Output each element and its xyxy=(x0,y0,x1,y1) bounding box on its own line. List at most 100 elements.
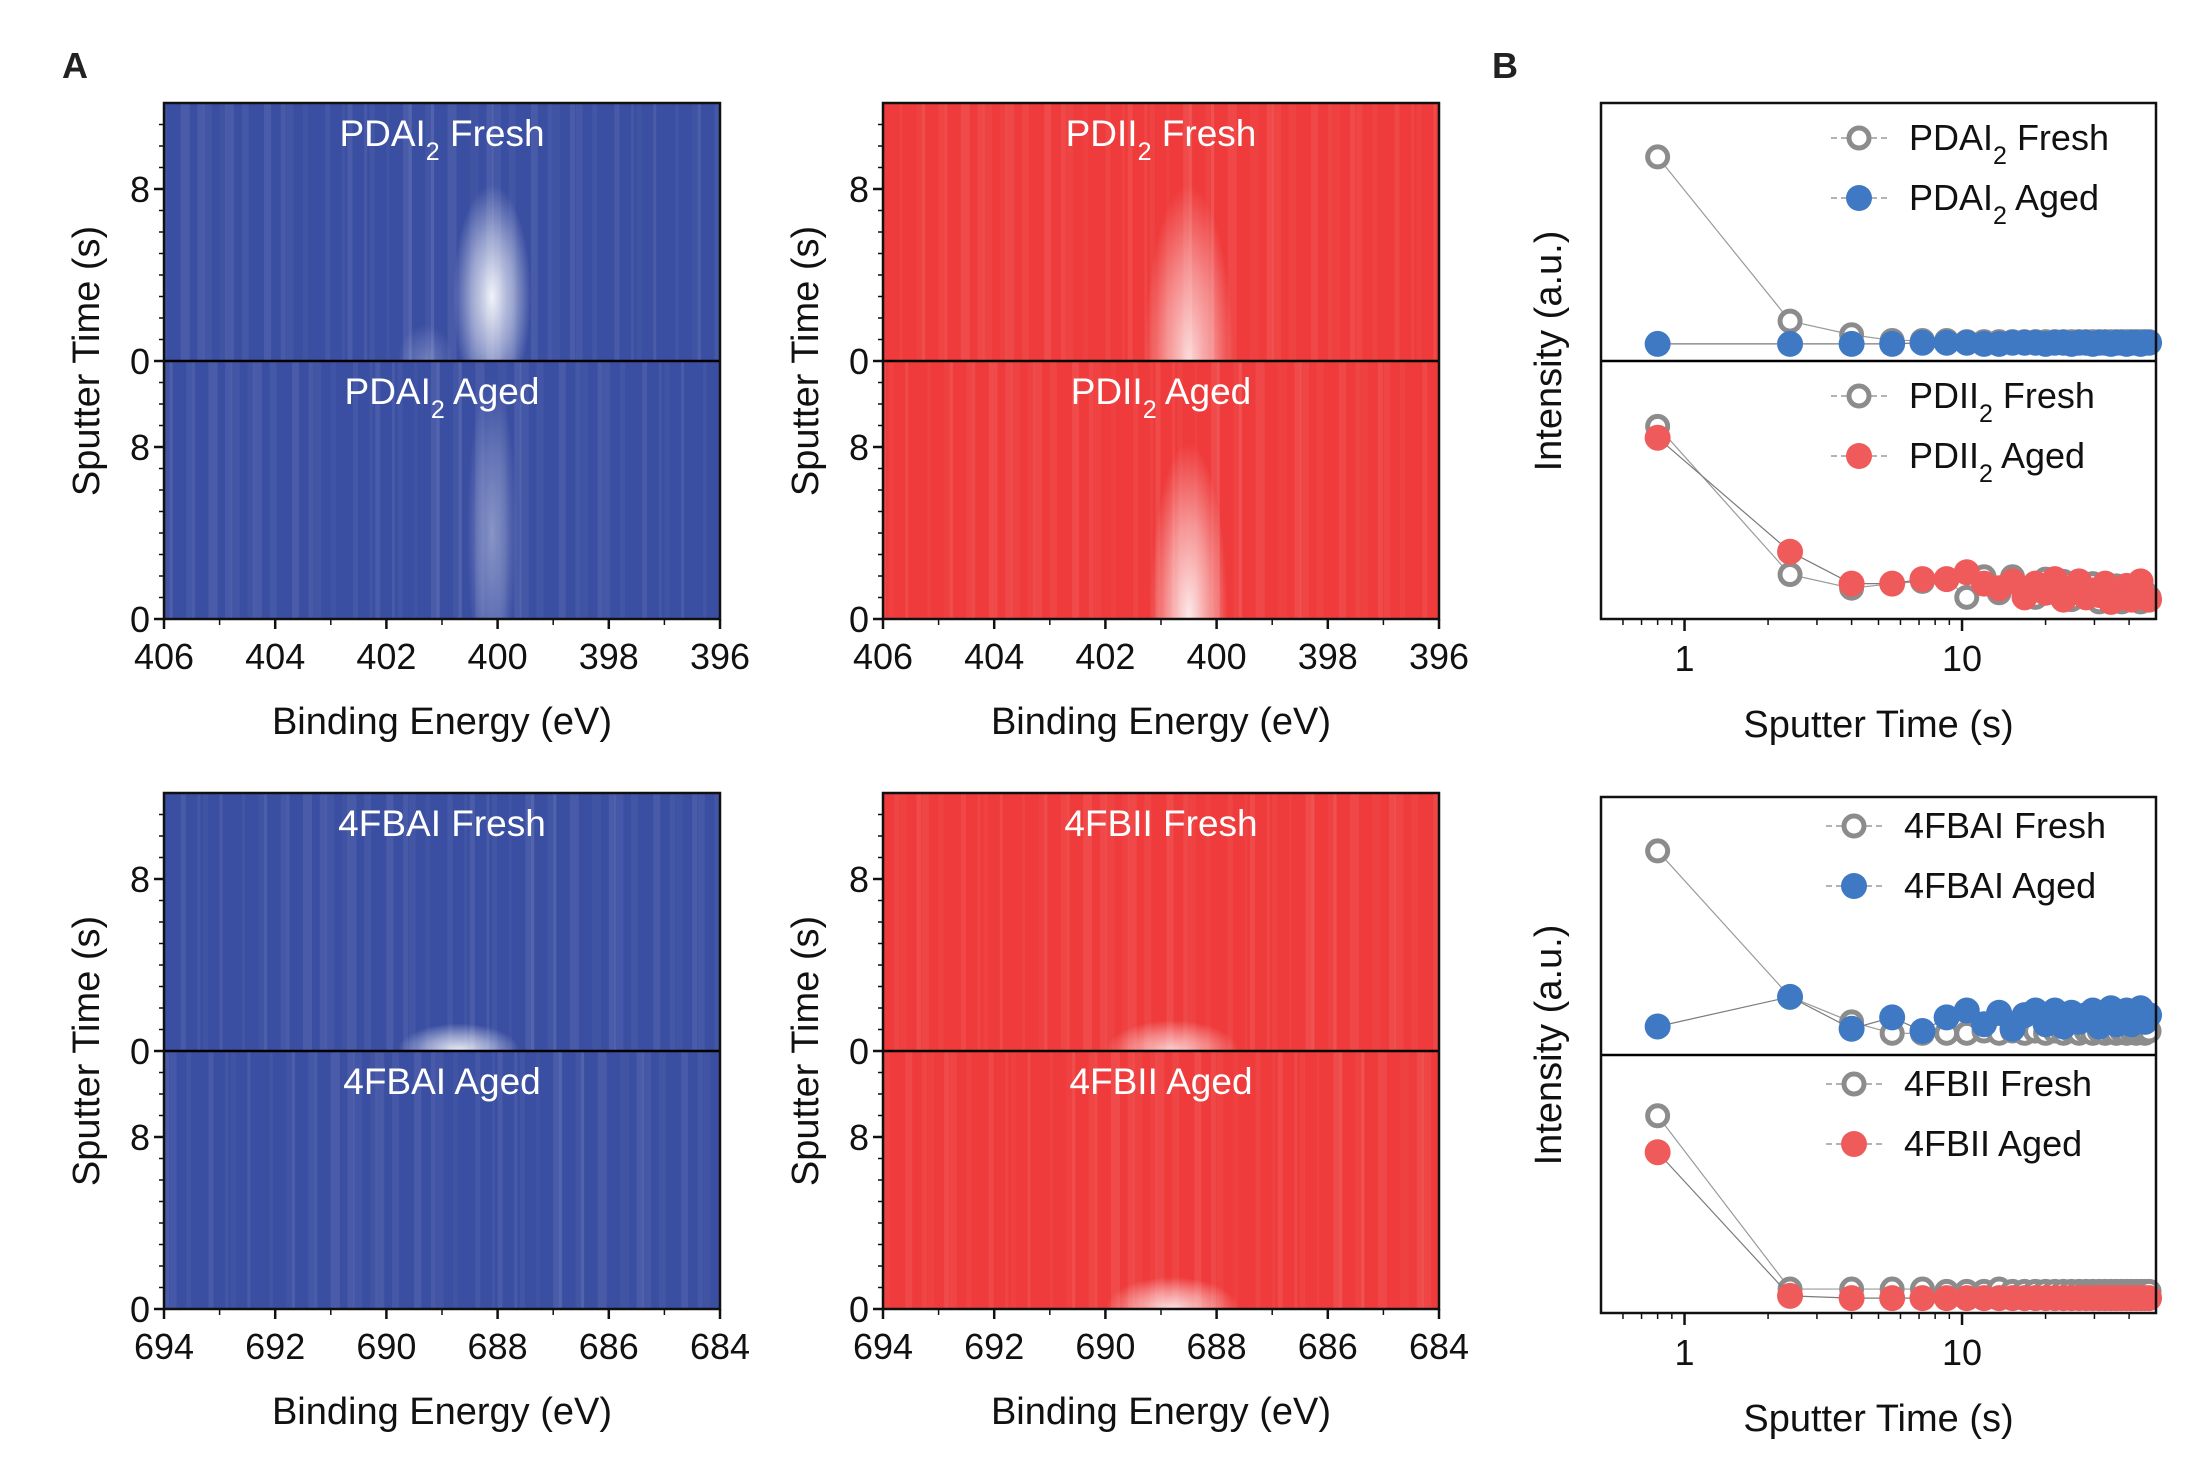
heatmap-streak xyxy=(1188,793,1196,1051)
heatmap-streak xyxy=(169,1051,177,1309)
data-point xyxy=(1645,144,1671,170)
x-axis-label: Sputter Time (s) xyxy=(1743,1398,2013,1440)
x-axis-label: Binding Energy (eV) xyxy=(991,1391,1331,1433)
x-tick-label: 688 xyxy=(1187,1326,1247,1367)
heatmap-peaks xyxy=(1149,443,1228,619)
heatmap-streak xyxy=(883,1051,890,1309)
heatmap-streak xyxy=(414,1051,422,1309)
y-tick-label: 8 xyxy=(849,1117,869,1158)
heatmap-streak xyxy=(530,103,538,361)
x-tick-label: 396 xyxy=(1409,636,1469,677)
heatmap-streak xyxy=(642,1051,652,1309)
legend-marker xyxy=(1846,383,1872,409)
heatmap-streak xyxy=(675,103,679,361)
x-tick-label: 684 xyxy=(1409,1326,1469,1367)
heatmap-streak xyxy=(1377,361,1383,619)
heatmap-streak xyxy=(1144,793,1152,1051)
heatmap-streak xyxy=(977,793,981,1051)
heatmap-streak xyxy=(186,361,196,619)
heatmap-panel-4fbii: 4FBII Fresh 0 8 4FBII Aged 0 8 694 692 690 688 686… xyxy=(785,791,1469,1433)
heatmap-streak xyxy=(676,793,683,1051)
data-point xyxy=(1838,330,1865,357)
legend-marker xyxy=(1841,1071,1867,1097)
heatmap-streak xyxy=(408,793,416,1051)
heatmap-streak xyxy=(1088,361,1094,619)
heatmap-peaks xyxy=(1105,1020,1239,1051)
x-tick-label: 1 xyxy=(1675,1332,1695,1373)
heatmap-streak xyxy=(241,103,249,361)
x-tick-label: 686 xyxy=(1298,1326,1358,1367)
heatmap-streak xyxy=(553,1051,563,1309)
heatmap-streak xyxy=(291,1051,295,1309)
heatmap-streak xyxy=(430,103,434,361)
x-tick-label: 690 xyxy=(1075,1326,1135,1367)
x-axis-label: Sputter Time (s) xyxy=(1743,704,2013,746)
heatmap-streak xyxy=(1049,1051,1053,1309)
heatmap-streak xyxy=(1255,361,1265,619)
heatmap-streak xyxy=(1127,103,1133,361)
data-point xyxy=(1644,1139,1671,1166)
heatmap-streak xyxy=(1272,1051,1276,1309)
legend-label: PDAI2 Aged xyxy=(1909,177,2099,230)
data-point xyxy=(2136,1002,2163,1029)
heatmap-streak xyxy=(1005,103,1015,361)
heatmap-streak xyxy=(1333,793,1337,1051)
heatmap-background xyxy=(164,1051,720,1309)
heatmap-streak xyxy=(553,793,557,1051)
y-axis-label: Sputter Time (s) xyxy=(66,916,108,1186)
heatmap-streak xyxy=(900,793,907,1051)
heatmap-streak xyxy=(977,103,985,361)
heatmap-streak xyxy=(575,361,581,619)
heatmap-streak xyxy=(558,1051,562,1309)
data-point xyxy=(2136,329,2163,356)
heatmap-streak xyxy=(938,103,948,361)
data-point xyxy=(1838,1015,1865,1042)
subpanel-title: PDII2 Aged xyxy=(1071,371,1252,424)
heatmap-texture xyxy=(164,1051,703,1309)
heatmap-streak xyxy=(966,361,976,619)
heatmap-streak xyxy=(1033,361,1043,619)
heatmap-streak xyxy=(436,361,440,619)
heatmap-streak xyxy=(291,361,299,619)
x-tick-label: 684 xyxy=(690,1326,750,1367)
heatmap-streak xyxy=(430,1051,436,1309)
heatmap-streak xyxy=(1355,1051,1365,1309)
heatmap-streak xyxy=(1361,361,1368,619)
y-tick-label: 0 xyxy=(130,599,150,640)
heatmap-streak xyxy=(475,1051,481,1309)
series-aged: PDII2 Aged xyxy=(1644,424,2163,615)
heatmap-streak xyxy=(1005,1051,1009,1309)
heatmap-streak xyxy=(169,361,173,619)
heatmap-streak xyxy=(397,361,403,619)
subpanel-title: PDAI2 Fresh xyxy=(339,113,544,166)
heatmap-peak xyxy=(1149,443,1228,619)
heatmap-peaks xyxy=(397,185,531,361)
x-tick-label: 404 xyxy=(964,636,1024,677)
heatmap-streak xyxy=(1172,1051,1180,1309)
data-point xyxy=(1838,1285,1865,1312)
heatmap-streak xyxy=(921,103,925,361)
heatmap-streak xyxy=(620,1051,629,1309)
heatmap-streak xyxy=(208,361,218,619)
heatmap-streak xyxy=(347,1051,355,1309)
heatmap-streak xyxy=(944,361,953,619)
legend-marker xyxy=(1841,873,1867,899)
heatmap-streak xyxy=(341,103,345,361)
heatmap-streak xyxy=(180,793,186,1051)
heatmap-texture xyxy=(894,793,1439,1051)
heatmap-streak xyxy=(569,103,575,361)
heatmap-streak xyxy=(1005,361,1013,619)
heatmap-streak xyxy=(614,793,624,1051)
heatmap-streak xyxy=(1249,793,1255,1051)
heatmap-streak xyxy=(1300,1051,1305,1309)
heatmap-streak xyxy=(225,361,233,619)
heatmap-streak xyxy=(252,361,262,619)
heatmap-streak xyxy=(1433,103,1437,361)
heatmap-streak xyxy=(436,1051,444,1309)
heatmap-streak xyxy=(1266,793,1270,1051)
heatmap-streak xyxy=(1338,361,1346,619)
subpanel-title: 4FBAI Fresh xyxy=(338,803,546,844)
heatmap-streak xyxy=(905,361,909,619)
y-axis-label: Sputter Time (s) xyxy=(785,916,827,1186)
y-tick-label: 0 xyxy=(849,1031,869,1072)
